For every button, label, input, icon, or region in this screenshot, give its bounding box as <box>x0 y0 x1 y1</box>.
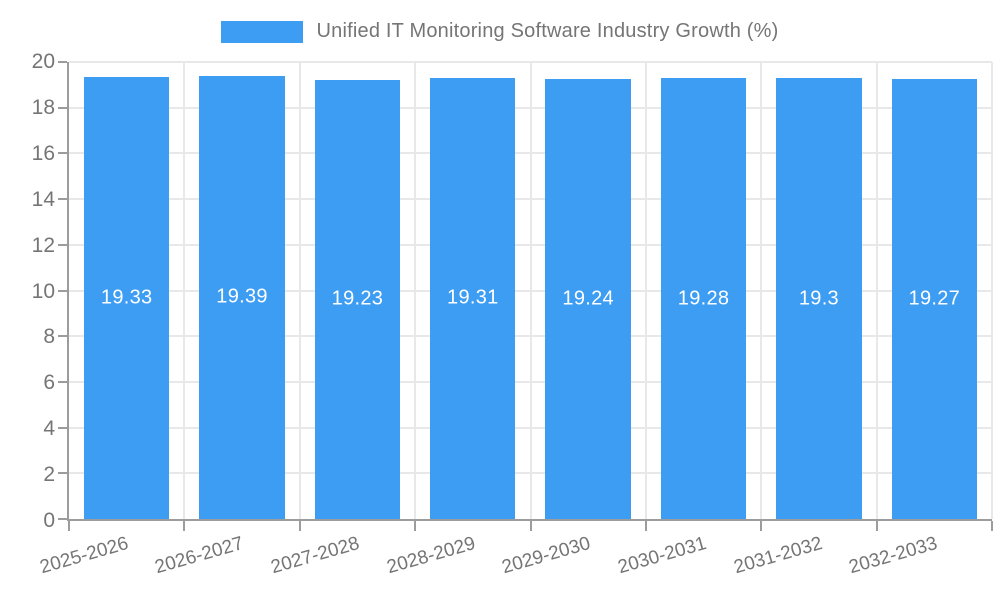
bar-value-label: 19.23 <box>331 287 384 310</box>
bar-column: 19.3 <box>761 62 876 519</box>
bar-value-label: 19.24 <box>562 287 614 310</box>
bar-column: 19.27 <box>877 62 992 519</box>
y-tick-label: 10 <box>31 279 55 303</box>
x-tick-label: 2032-2033 <box>846 533 940 579</box>
y-axis-tick <box>58 472 67 475</box>
x-axis-tick <box>991 521 993 531</box>
bar-value-label: 19.27 <box>908 287 961 310</box>
bar-column: 19.28 <box>646 62 761 519</box>
y-tick-label: 14 <box>31 187 55 211</box>
y-axis-tick <box>58 61 67 63</box>
y-axis-tick <box>58 426 67 429</box>
vertical-gridline <box>760 62 763 519</box>
bar-column: 19.33 <box>69 62 184 519</box>
bar-2028-2029[interactable]: 19.31 <box>430 77 516 519</box>
y-axis-tick <box>58 518 67 520</box>
vertical-gridline <box>644 62 647 519</box>
x-axis-tick <box>875 521 878 531</box>
y-tick-label: 18 <box>31 95 55 119</box>
vertical-gridline <box>183 62 186 519</box>
bar-2025-2026[interactable]: 19.33 <box>83 77 170 519</box>
bar-column: 19.39 <box>184 62 299 519</box>
bar-value-label: 19.31 <box>447 286 499 309</box>
legend-swatch[interactable] <box>221 20 304 43</box>
x-tick-label: 2026-2027 <box>153 533 247 579</box>
x-tick-label: 2031-2032 <box>731 533 825 579</box>
bar-value-label: 19.33 <box>100 286 153 309</box>
bar-column: 19.23 <box>300 62 415 519</box>
x-axis-tick <box>529 521 532 531</box>
y-tick-label: 20 <box>31 50 55 73</box>
y-tick-label: 8 <box>43 325 55 349</box>
bars-layer: 19.33 19.39 19.23 19.31 19.24 19.28 19.3 19.27 <box>69 62 992 519</box>
vertical-gridline <box>875 62 878 519</box>
y-axis-tick <box>58 243 67 246</box>
vertical-gridline <box>298 62 301 519</box>
y-axis-tick <box>58 380 67 383</box>
x-axis-tick <box>644 521 647 531</box>
x-tick-label: 2030-2031 <box>615 533 709 579</box>
vertical-gridline <box>529 62 532 519</box>
y-tick-label: 0 <box>43 509 55 532</box>
y-axis-tick <box>58 335 67 338</box>
y-tick-label: 6 <box>43 371 55 395</box>
bar-column: 19.31 <box>415 62 530 519</box>
y-tick-label: 4 <box>43 417 55 441</box>
y-tick-label: 12 <box>31 233 55 257</box>
x-axis-tick <box>68 521 70 531</box>
bar-value-label: 19.39 <box>216 285 268 308</box>
x-axis-tick <box>298 521 301 531</box>
x-axis-tick <box>183 521 186 531</box>
legend[interactable]: Unified IT Monitoring Software Industry … <box>0 20 1000 43</box>
bar-2030-2031[interactable]: 19.28 <box>660 78 747 519</box>
y-axis-tick <box>58 152 67 155</box>
x-axis-tick <box>760 521 763 531</box>
y-axis-tick <box>58 198 67 201</box>
y-tick-label: 2 <box>43 463 55 487</box>
bar-column: 19.24 <box>531 62 646 519</box>
bar-2027-2028[interactable]: 19.23 <box>314 79 401 519</box>
x-tick-label: 2029-2030 <box>499 533 594 579</box>
bar-value-label: 19.28 <box>677 287 730 310</box>
vertical-gridline <box>414 62 417 519</box>
x-tick-label: 2027-2028 <box>268 533 362 579</box>
bar-value-label: 19.3 <box>798 287 839 309</box>
legend-label[interactable]: Unified IT Monitoring Software Industry … <box>316 20 779 42</box>
vertical-gridline <box>991 62 993 519</box>
bar-2026-2027[interactable]: 19.39 <box>199 75 285 519</box>
bar-2031-2032[interactable]: 19.3 <box>776 78 862 519</box>
x-tick-label: 2025-2026 <box>37 533 131 579</box>
bar-2032-2033[interactable]: 19.27 <box>891 78 977 519</box>
plot-area: 19.33 19.39 19.23 19.31 19.24 19.28 19.3 19.27 <box>58 61 993 531</box>
x-tick-label: 2028-2029 <box>384 533 478 579</box>
y-axis-tick <box>58 289 67 292</box>
x-axis-tick <box>414 521 417 531</box>
y-tick-label: 16 <box>31 141 55 165</box>
bar-2029-2030[interactable]: 19.24 <box>545 79 631 519</box>
y-axis-tick <box>58 106 67 109</box>
